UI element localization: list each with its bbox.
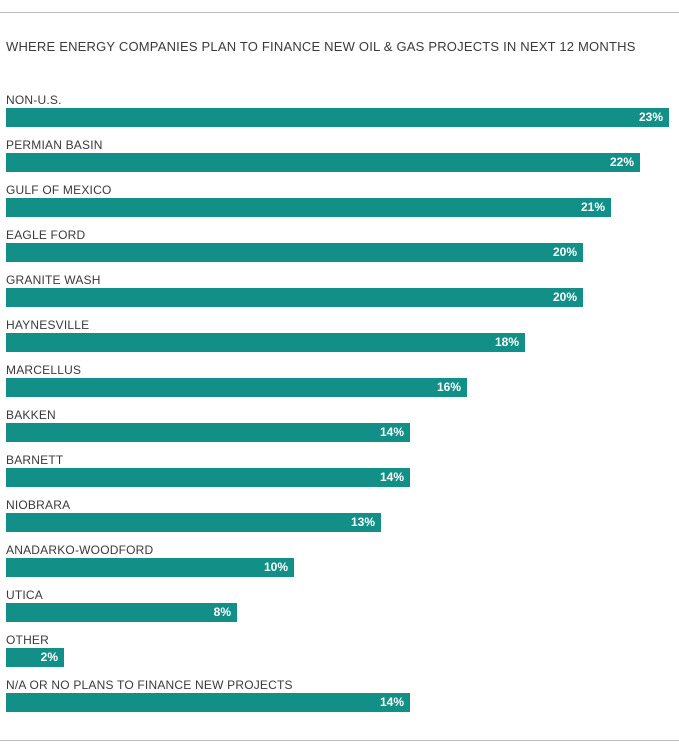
- bar-value-label: 2%: [40, 650, 58, 664]
- bar-label: GRANITE WASH: [6, 273, 101, 287]
- bar-label: BARNETT: [6, 453, 64, 467]
- bar: 22%: [6, 153, 640, 172]
- bar: 21%: [6, 198, 611, 217]
- bar: 10%: [6, 558, 294, 577]
- bar-label: BAKKEN: [6, 408, 56, 422]
- bar-label: OTHER: [6, 633, 49, 647]
- bar-value-label: 14%: [379, 695, 404, 709]
- bar: 14%: [6, 423, 410, 442]
- bar-label: HAYNESVILLE: [6, 318, 90, 332]
- bar: 20%: [6, 243, 583, 262]
- bar: 14%: [6, 693, 410, 712]
- bar-label: NIOBRARA: [6, 498, 71, 512]
- bar-label: GULF OF MEXICO: [6, 183, 112, 197]
- bar-value-label: 16%: [436, 380, 461, 394]
- bottom-rule: [0, 740, 679, 741]
- bar-value-label: 14%: [379, 470, 404, 484]
- chart-title: WHERE ENERGY COMPANIES PLAN TO FINANCE N…: [6, 39, 636, 54]
- bar-label: UTICA: [6, 588, 43, 602]
- bar: 14%: [6, 468, 410, 487]
- bar-value-label: 21%: [580, 200, 605, 214]
- bar-value-label: 8%: [213, 605, 231, 619]
- bar-value-label: 10%: [263, 560, 288, 574]
- bar: 2%: [6, 648, 64, 667]
- bar-label: NON-U.S.: [6, 93, 62, 107]
- bar-value-label: 13%: [350, 515, 375, 529]
- bar-label: EAGLE FORD: [6, 228, 86, 242]
- bar-value-label: 20%: [552, 245, 577, 259]
- bar-label: ANADARKO-WOODFORD: [6, 543, 154, 557]
- bar: 13%: [6, 513, 381, 532]
- bar: 18%: [6, 333, 525, 352]
- bar-label: N/A OR NO PLANS TO FINANCE NEW PROJECTS: [6, 678, 293, 692]
- bar: 16%: [6, 378, 467, 397]
- bar: 23%: [6, 108, 669, 127]
- bar: 8%: [6, 603, 237, 622]
- bar: 20%: [6, 288, 583, 307]
- bar-value-label: 20%: [552, 290, 577, 304]
- bar-value-label: 14%: [379, 425, 404, 439]
- bar-value-label: 18%: [494, 335, 519, 349]
- bar-value-label: 23%: [638, 110, 663, 124]
- bar-label: PERMIAN BASIN: [6, 138, 103, 152]
- top-rule: [0, 12, 679, 13]
- bar-value-label: 22%: [609, 155, 634, 169]
- bar-label: MARCELLUS: [6, 363, 82, 377]
